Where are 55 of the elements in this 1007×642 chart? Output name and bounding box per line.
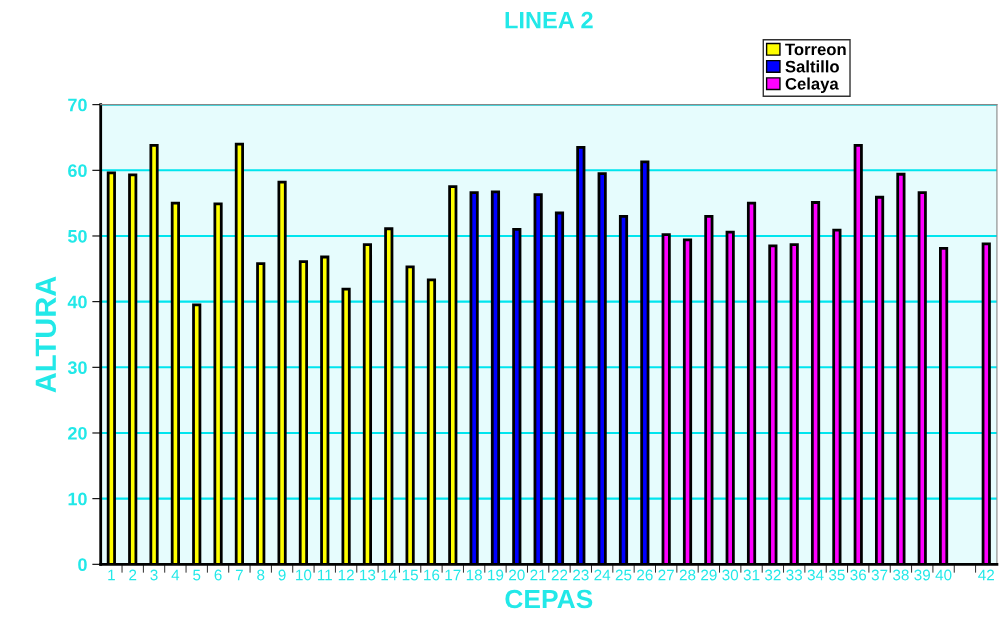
y-tick-label: 70 <box>68 98 87 112</box>
x-tick-label: 28 <box>679 569 696 581</box>
x-tick-label: 30 <box>722 569 739 581</box>
x-tick-label: 1 <box>108 569 115 581</box>
x-tick-label: 18 <box>466 569 482 581</box>
x-tick-label: 15 <box>402 569 418 581</box>
x-tick-label: 17 <box>445 569 461 581</box>
x-tick-label: 13 <box>360 569 376 581</box>
x-tick-label: 7 <box>235 569 243 581</box>
y-tick-label: 60 <box>68 164 87 178</box>
x-tick-label: 6 <box>214 569 222 581</box>
y-tick-label: 0 <box>78 558 87 572</box>
x-tick-label: 31 <box>743 569 760 581</box>
x-tick-label: 40 <box>935 569 952 581</box>
x-tick-label: 27 <box>658 569 674 581</box>
x-tick-label: 29 <box>701 569 717 581</box>
x-tick-label: 24 <box>594 569 611 581</box>
x-tick-label: 20 <box>509 569 525 581</box>
x-tick-label: 25 <box>615 569 632 581</box>
x-tick-label: 16 <box>424 569 440 581</box>
y-tick-label: 20 <box>68 426 87 440</box>
x-tick-label: 38 <box>892 569 909 581</box>
x-tick-label: 36 <box>850 569 867 581</box>
x-tick-label: 11 <box>317 569 332 581</box>
x-tick-label: 26 <box>637 569 653 581</box>
x-tick-label: 34 <box>807 569 824 581</box>
x-tick-label: 10 <box>296 569 312 581</box>
y-tick-label: 50 <box>67 229 87 243</box>
x-tick-label: 4 <box>171 569 180 581</box>
x-tick-label: 32 <box>764 569 781 581</box>
x-tick-label: 37 <box>871 569 888 581</box>
x-tick-label: 5 <box>193 569 201 581</box>
x-axis-title: CEPAS <box>505 589 593 609</box>
x-tick-label: 12 <box>338 569 354 581</box>
x-tick-label: 14 <box>381 569 397 581</box>
y-axis-title: ALTURA <box>35 276 57 393</box>
x-tick-label: 19 <box>488 569 504 581</box>
x-tick-label: 21 <box>530 569 546 581</box>
x-tick-label: 8 <box>257 569 265 581</box>
x-tick-label: 9 <box>278 569 286 581</box>
x-tick-label: 35 <box>828 569 845 581</box>
x-tick-label: 33 <box>786 569 803 581</box>
chart-title: LINEA 2 <box>505 11 593 29</box>
x-tick-label: 22 <box>551 569 568 581</box>
x-tick-label: 3 <box>150 569 158 581</box>
y-tick-label: 10 <box>68 492 87 506</box>
y-tick-label: 30 <box>67 361 87 375</box>
x-tick-label: 42 <box>978 569 994 581</box>
legend-label: Torreon <box>785 43 846 56</box>
x-tick-label: 39 <box>914 569 931 581</box>
legend-label: Celaya <box>785 77 839 93</box>
x-tick-label: 23 <box>573 569 589 581</box>
y-tick-label: 40 <box>67 295 87 309</box>
x-tick-label: 2 <box>129 569 137 581</box>
legend-label: Saltillo <box>785 60 839 73</box>
